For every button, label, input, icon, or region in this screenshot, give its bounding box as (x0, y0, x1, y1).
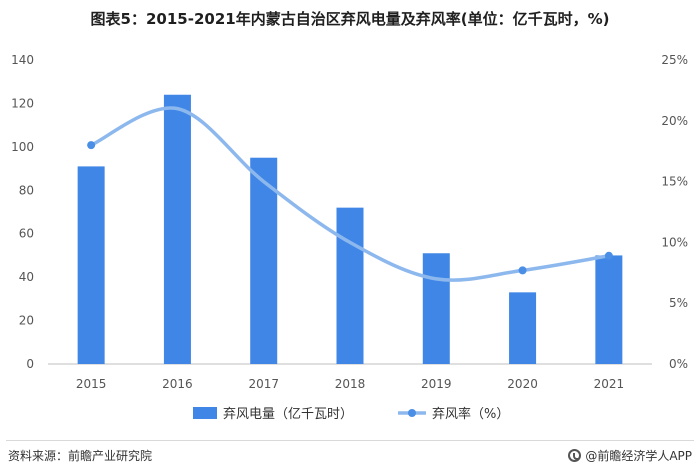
x-tick-label: 2019 (421, 377, 452, 391)
y-left-tick-label: 0 (26, 357, 34, 371)
chart: 0 20 40 60 80 100 120 140 0% 5% 10% 15% 20% 25% 2015 20… (11, 53, 688, 422)
source-note: 资料来源：前瞻产业研究院 (8, 449, 153, 463)
y-left-tick-label: 120 (11, 96, 34, 110)
rate-point (604, 251, 613, 260)
y-right-tick-label: 15% (661, 175, 688, 189)
y-right-tick-label: 20% (661, 114, 688, 128)
chart-title: 图表5：2015-2021年内蒙古自治区弃风电量及弃风率(单位：亿千瓦时，%) (90, 10, 610, 28)
footer-divider (6, 440, 694, 441)
legend-label-line: 弃风率（%） (432, 406, 509, 422)
x-tick-label: 2017 (248, 377, 279, 391)
y-left-tick-label: 60 (19, 227, 34, 241)
x-tick-label: 2018 (335, 377, 366, 391)
brand-label: @前瞻经济学人APP (585, 449, 692, 463)
x-tick-label: 2015 (76, 377, 107, 391)
legend-swatch-marker (408, 409, 416, 417)
y-left-tick-label: 40 (19, 270, 34, 284)
qianzhan-logo-icon (568, 449, 582, 462)
rate-point (87, 141, 96, 150)
bar (595, 255, 623, 364)
rate-point (518, 266, 527, 275)
y-left-tick-label: 80 (19, 183, 34, 197)
y-left-tick-label: 140 (11, 53, 34, 67)
y-left-tick-label: 20 (19, 314, 34, 328)
legend-swatch-bar (193, 407, 217, 419)
y-right-tick-label: 25% (661, 53, 688, 67)
y-left-tick-label: 100 (11, 140, 34, 154)
x-tick-label: 2021 (594, 377, 625, 391)
x-tick-label: 2020 (507, 377, 538, 391)
bar (422, 253, 450, 364)
y-right-tick-label: 5% (669, 296, 688, 310)
y-right-tick-label: 10% (661, 235, 688, 249)
y-right-tick-label: 0% (669, 357, 688, 371)
bar (163, 94, 191, 364)
brand: @前瞻经济学人APP (568, 447, 692, 464)
bar (509, 292, 537, 364)
bar (336, 207, 364, 364)
legend-label-bar: 弃风电量（亿千瓦时） (223, 407, 353, 422)
bar (250, 157, 278, 364)
bar (77, 166, 105, 364)
x-tick-label: 2016 (162, 377, 193, 391)
